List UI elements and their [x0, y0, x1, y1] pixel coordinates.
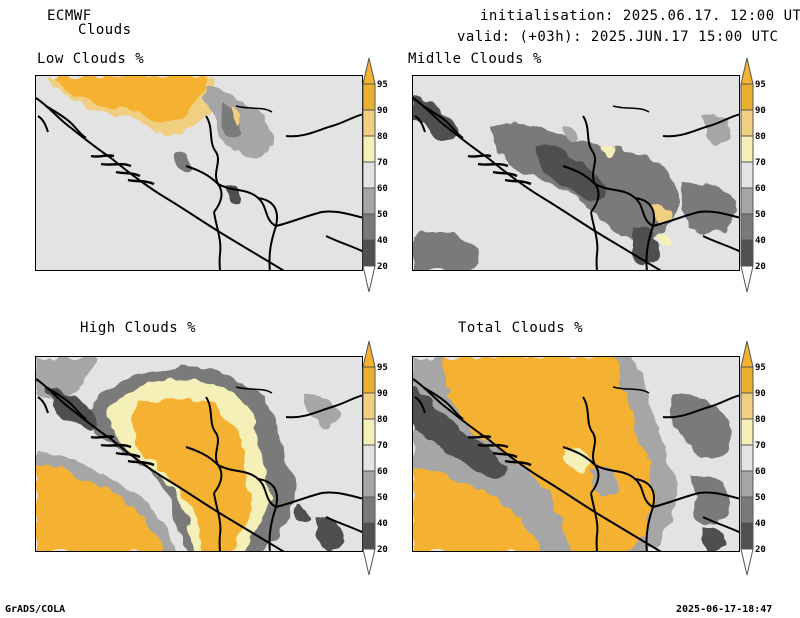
colorbar-box [362, 187, 376, 215]
colorbar-top-triangle [740, 57, 754, 85]
colorbar-high: 95 90 80 70 60 50 40 20 [362, 340, 390, 576]
map-panel-low [35, 75, 363, 271]
colorbar-tick-label: 60 [755, 467, 766, 477]
colorbar-graphic: 95 90 80 70 60 50 40 20 [740, 340, 766, 576]
model-label: ECMWF [47, 8, 92, 24]
map-panel-middle [412, 75, 740, 271]
colorbar-top-triangle [362, 340, 376, 368]
colorbar-tick-label: 60 [755, 184, 766, 194]
footer-timestamp: 2025-06-17-18:47 [676, 604, 773, 615]
colorbar-box [362, 392, 376, 420]
colorbar-total: 95 90 80 70 60 50 40 20 [740, 340, 768, 576]
colorbar-bottom-triangle [740, 265, 754, 293]
colorbar-graphic: 95 90 80 70 60 50 40 20 [740, 57, 766, 293]
colorbar-tick-label: 20 [755, 545, 766, 555]
colorbar-graphic: 95 90 80 70 60 50 40 20 [362, 340, 388, 576]
colorbar-box [740, 83, 754, 111]
colorbar-box [362, 83, 376, 111]
colorbar-tick-label: 40 [755, 236, 766, 246]
product-label: Clouds [78, 22, 132, 38]
colorbar-tick-label: 60 [377, 467, 388, 477]
panel-title-low: Low Clouds % [37, 51, 145, 67]
colorbar-box [740, 418, 754, 446]
colorbar-tick-label: 80 [377, 132, 388, 142]
colorbar-box [740, 392, 754, 420]
colorbar-tick-label: 70 [377, 441, 388, 451]
colorbar-top-triangle [362, 57, 376, 85]
colorbar-tick-label: 70 [377, 158, 388, 168]
colorbar-tick-label: 50 [377, 210, 388, 220]
colorbar-box [362, 522, 376, 550]
init-time: initialisation: 2025.06.17. 12:00 UTC [480, 8, 800, 24]
colorbar-box [740, 444, 754, 472]
colorbar-low: 95 90 80 70 60 50 40 20 [362, 57, 390, 293]
colorbar-box [362, 418, 376, 446]
colorbar-box [740, 496, 754, 524]
colorbar-tick-label: 90 [755, 389, 766, 399]
colorbar-box [362, 470, 376, 498]
colorbar-bottom-triangle [362, 548, 376, 576]
colorbar-tick-label: 40 [377, 236, 388, 246]
panel-title-middle: Midlle Clouds % [408, 51, 542, 67]
panel-title-high: High Clouds % [80, 320, 197, 336]
colorbar-tick-label: 80 [377, 415, 388, 425]
map-panel-high [35, 356, 363, 552]
valid-time: valid: (+03h): 2025.JUN.17 15:00 UTC [457, 29, 779, 45]
colorbar-tick-label: 90 [377, 106, 388, 116]
colorbar-tick-label: 90 [377, 389, 388, 399]
colorbar-tick-label: 20 [377, 262, 388, 272]
colorbar-tick-label: 50 [755, 493, 766, 503]
colorbar-bottom-triangle [362, 265, 376, 293]
colorbar-box [740, 213, 754, 241]
colorbar-box [362, 109, 376, 137]
colorbar-box [740, 239, 754, 267]
colorbar-top-triangle [740, 340, 754, 368]
colorbar-box [362, 496, 376, 524]
colorbar-tick-label: 60 [377, 184, 388, 194]
colorbar-box [740, 366, 754, 394]
footer-software: GrADS/COLA [5, 604, 66, 615]
colorbar-box [740, 161, 754, 189]
colorbar-tick-label: 90 [755, 106, 766, 116]
colorbar-tick-label: 70 [755, 441, 766, 451]
colorbar-tick-label: 50 [755, 210, 766, 220]
colorbar-box [362, 366, 376, 394]
colorbar-tick-label: 95 [377, 363, 388, 373]
colorbar-tick-label: 50 [377, 493, 388, 503]
colorbar-box [740, 522, 754, 550]
colorbar-graphic: 95 90 80 70 60 50 40 20 [362, 57, 388, 293]
panel-title-total: Total Clouds % [458, 320, 584, 336]
map-panel-total [412, 356, 740, 552]
colorbar-box [362, 444, 376, 472]
colorbar-tick-label: 20 [755, 262, 766, 272]
colorbar-tick-label: 40 [377, 519, 388, 529]
colorbar-tick-label: 80 [755, 132, 766, 142]
colorbar-box [740, 135, 754, 163]
colorbar-tick-label: 40 [755, 519, 766, 529]
colorbar-box [740, 109, 754, 137]
colorbar-middle: 95 90 80 70 60 50 40 20 [740, 57, 768, 293]
colorbar-tick-label: 80 [755, 415, 766, 425]
colorbar-tick-label: 95 [755, 363, 766, 373]
colorbar-box [740, 187, 754, 215]
colorbar-bottom-triangle [740, 548, 754, 576]
colorbar-tick-label: 95 [755, 80, 766, 90]
colorbar-box [362, 239, 376, 267]
colorbar-box [362, 161, 376, 189]
colorbar-box [362, 213, 376, 241]
colorbar-tick-label: 20 [377, 545, 388, 555]
colorbar-tick-label: 95 [377, 80, 388, 90]
colorbar-box [740, 470, 754, 498]
colorbar-box [362, 135, 376, 163]
colorbar-tick-label: 70 [755, 158, 766, 168]
